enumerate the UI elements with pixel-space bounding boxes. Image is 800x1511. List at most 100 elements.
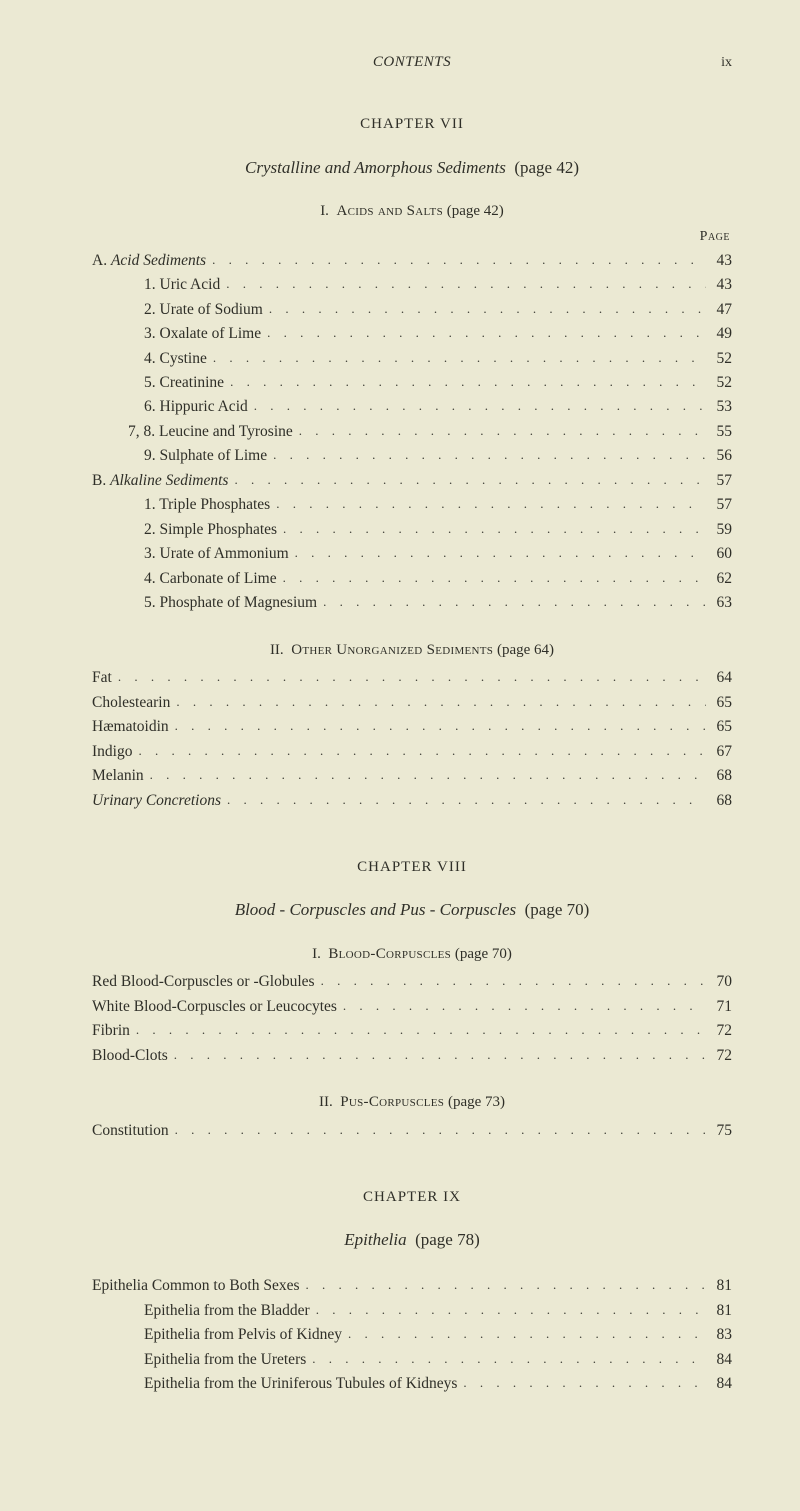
toc-entry-page: 56 xyxy=(706,444,732,468)
toc-row: 2. Simple Phosphates. . . . . . . . . . … xyxy=(92,518,732,542)
running-head-title: CONTENTS xyxy=(373,52,451,72)
toc-entry-label: Urinary Concretions xyxy=(92,789,221,813)
toc-entry-label: 2. Urate of Sodium xyxy=(92,298,263,322)
toc-leaders: . . . . . . . . . . . . . . . . . . . . … xyxy=(169,1120,706,1141)
toc-leaders: . . . . . . . . . . . . . . . . . . . . … xyxy=(337,996,706,1017)
toc-leaders: . . . . . . . . . . . . . . . . . . . . … xyxy=(220,274,706,295)
section-caps: Other Unorganized Sediments xyxy=(291,642,493,658)
toc-leaders: . . . . . . . . . . . . . . . . . . . . … xyxy=(310,1300,706,1321)
toc-entry-label: Fat xyxy=(92,666,112,690)
toc-entry-label: White Blood-Corpuscles or Leucocytes xyxy=(92,995,337,1019)
toc-entry-label: 4. Carbonate of Lime xyxy=(92,567,277,591)
toc-leaders: . . . . . . . . . . . . . . . . . . . . … xyxy=(169,716,706,737)
chapter-line: CHAPTER IX xyxy=(92,1187,732,1207)
chapter-gap xyxy=(92,837,732,857)
toc-entry-label: Constitution xyxy=(92,1119,169,1143)
section-caps: Pus-Corpuscles xyxy=(340,1094,444,1110)
toc-leaders: . . . . . . . . . . . . . . . . . . . . … xyxy=(342,1324,706,1345)
toc-entry-label: 5. Phosphate of Magnesium xyxy=(92,591,317,615)
toc-entry-page: 65 xyxy=(706,691,732,715)
toc-entry-page: 68 xyxy=(706,789,732,813)
chapter-title-paren: (page 42) xyxy=(514,158,579,177)
toc-entry-page: 70 xyxy=(706,970,732,994)
toc-entry-page: 60 xyxy=(706,542,732,566)
toc-row: Epithelia from Pelvis of Kidney. . . . .… xyxy=(92,1323,732,1347)
toc-entry-label: Hæmatoidin xyxy=(92,715,169,739)
toc-row: 3. Oxalate of Lime. . . . . . . . . . . … xyxy=(92,322,732,346)
toc-row: 3. Urate of Ammonium. . . . . . . . . . … xyxy=(92,542,732,566)
toc-row: 4. Cystine. . . . . . . . . . . . . . . … xyxy=(92,347,732,371)
toc-row: 1. Triple Phosphates. . . . . . . . . . … xyxy=(92,493,732,517)
toc-leaders: . . . . . . . . . . . . . . . . . . . . … xyxy=(221,790,706,811)
toc-leaders: . . . . . . . . . . . . . . . . . . . . … xyxy=(130,1020,706,1041)
toc-leaders: . . . . . . . . . . . . . . . . . . . . … xyxy=(289,543,706,564)
toc-leaders: . . . . . . . . . . . . . . . . . . . . … xyxy=(206,250,706,271)
toc-block: Epithelia Common to Both Sexes. . . . . … xyxy=(92,1274,732,1396)
toc-entry-label: 4. Cystine xyxy=(92,347,207,371)
running-head: CONTENTS ix xyxy=(92,52,732,72)
toc-entry-page: 84 xyxy=(706,1372,732,1396)
section-number: II. xyxy=(319,1094,340,1110)
toc-entry-page: 72 xyxy=(706,1044,732,1068)
toc-entry-italic: Acid Sediments xyxy=(111,252,206,269)
toc-entry-label: 3. Oxalate of Lime xyxy=(92,322,261,346)
toc-entry-label: B. Alkaline Sediments xyxy=(92,469,228,493)
section-heading: II. Other Unorganized Sediments (page 64… xyxy=(92,640,732,660)
section-caps: Acids and Salts xyxy=(336,203,443,219)
toc-leaders: . . . . . . . . . . . . . . . . . . . . … xyxy=(293,421,706,442)
chapter-title-paren: (page 70) xyxy=(525,900,590,919)
toc-leaders: . . . . . . . . . . . . . . . . . . . . … xyxy=(315,971,706,992)
section-heading: II. Pus-Corpuscles (page 73) xyxy=(92,1092,732,1112)
toc-entry-page: 81 xyxy=(706,1299,732,1323)
chapter-title: Crystalline and Amorphous Sediments (pag… xyxy=(92,157,732,180)
toc-entry-label: 1. Uric Acid xyxy=(92,273,220,297)
toc-leaders: . . . . . . . . . . . . . . . . . . . . … xyxy=(263,299,706,320)
section-heading: I. Acids and Salts (page 42) xyxy=(92,201,732,221)
toc-entry-label: Epithelia from Pelvis of Kidney xyxy=(92,1323,342,1347)
toc-row: 5. Creatinine. . . . . . . . . . . . . .… xyxy=(92,371,732,395)
toc-entry-label: 9. Sulphate of Lime xyxy=(92,444,267,468)
toc-row: Hæmatoidin. . . . . . . . . . . . . . . … xyxy=(92,715,732,739)
chapter-line: CHAPTER VIII xyxy=(92,857,732,877)
toc-row: Fat. . . . . . . . . . . . . . . . . . .… xyxy=(92,666,732,690)
toc-leaders: . . . . . . . . . . . . . . . . . . . . … xyxy=(170,692,706,713)
toc-leaders: . . . . . . . . . . . . . . . . . . . . … xyxy=(270,494,706,515)
toc-entry-page: 84 xyxy=(706,1348,732,1372)
toc-entry-page: 49 xyxy=(706,322,732,346)
page-label: Page xyxy=(92,228,732,247)
toc-entry-italic: Alkaline Sediments xyxy=(110,472,228,489)
toc-leaders: . . . . . . . . . . . . . . . . . . . . … xyxy=(317,592,706,613)
toc-entry-page: 68 xyxy=(706,764,732,788)
chapter-title-italic: Epithelia xyxy=(344,1230,406,1249)
toc-entry-label: Epithelia from the Bladder xyxy=(92,1299,310,1323)
toc-leaders: . . . . . . . . . . . . . . . . . . . . … xyxy=(207,348,706,369)
toc-entry-page: 72 xyxy=(706,1019,732,1043)
toc-leaders: . . . . . . . . . . . . . . . . . . . . … xyxy=(132,741,706,762)
section-heading: I. Blood-Corpuscles (page 70) xyxy=(92,944,732,964)
toc-block: A. Acid Sediments. . . . . . . . . . . .… xyxy=(92,249,732,616)
section-number: II. xyxy=(270,642,291,658)
toc-entry-page: 52 xyxy=(706,347,732,371)
toc-entry-label: Blood-Clots xyxy=(92,1044,168,1068)
toc-entry-page: 71 xyxy=(706,995,732,1019)
toc-leaders: . . . . . . . . . . . . . . . . . . . . … xyxy=(267,445,706,466)
toc-row: White Blood-Corpuscles or Leucocytes. . … xyxy=(92,995,732,1019)
toc-row: 5. Phosphate of Magnesium. . . . . . . .… xyxy=(92,591,732,615)
toc-entry-page: 64 xyxy=(706,666,732,690)
section-paren: (page 70) xyxy=(455,946,512,962)
toc-row: Constitution. . . . . . . . . . . . . . … xyxy=(92,1119,732,1143)
toc-entry-label: 2. Simple Phosphates xyxy=(92,518,277,542)
toc-entry-page: 65 xyxy=(706,715,732,739)
toc-entry-label: Cholestearin xyxy=(92,691,170,715)
toc-entry-page: 55 xyxy=(706,420,732,444)
toc-row: Red Blood-Corpuscles or -Globules. . . .… xyxy=(92,970,732,994)
toc-row: 4. Carbonate of Lime. . . . . . . . . . … xyxy=(92,567,732,591)
toc-row: 7, 8. Leucine and Tyrosine. . . . . . . … xyxy=(92,420,732,444)
toc-leaders: . . . . . . . . . . . . . . . . . . . . … xyxy=(261,323,706,344)
toc-block: Fat . . . . . . . . . . . . . . . . . . .… xyxy=(92,666,732,813)
toc-entry-page: 53 xyxy=(706,395,732,419)
toc-row: Cholestearin. . . . . . . . . . . . . . … xyxy=(92,691,732,715)
toc-entry-label: A. Acid Sediments xyxy=(92,249,206,273)
toc-leaders: . . . . . . . . . . . . . . . . . . . . … xyxy=(277,568,706,589)
chapter-gap xyxy=(92,1167,732,1187)
